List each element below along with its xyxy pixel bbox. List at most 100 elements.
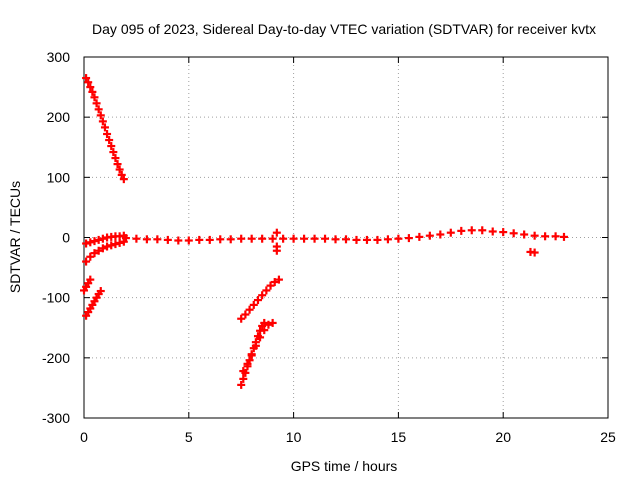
data-point bbox=[82, 74, 91, 83]
data-point bbox=[239, 367, 248, 376]
data-point bbox=[258, 291, 267, 300]
x-tick-label: 10 bbox=[286, 429, 302, 445]
x-axis: 0 5 10 15 20 25 bbox=[80, 57, 616, 445]
data-point bbox=[103, 130, 112, 139]
data-point bbox=[96, 111, 105, 120]
data-point bbox=[404, 234, 413, 243]
data-point bbox=[243, 359, 252, 368]
data-point bbox=[520, 230, 529, 239]
data-point bbox=[239, 374, 248, 383]
data-point bbox=[559, 232, 568, 241]
data-point bbox=[100, 123, 109, 132]
data-point bbox=[446, 228, 455, 237]
data-point bbox=[251, 341, 260, 350]
data-point bbox=[142, 235, 151, 244]
data-point bbox=[260, 326, 269, 335]
data-point bbox=[247, 234, 256, 243]
data-point bbox=[509, 229, 518, 238]
data-point bbox=[107, 142, 116, 151]
data-point bbox=[90, 93, 99, 102]
data-point bbox=[237, 380, 246, 389]
data-point bbox=[272, 228, 281, 237]
data-point bbox=[98, 244, 107, 253]
data-point bbox=[321, 234, 330, 243]
data-point bbox=[132, 234, 141, 243]
data-point bbox=[253, 296, 262, 305]
data-point bbox=[342, 235, 350, 244]
data-point bbox=[268, 234, 277, 243]
data-points bbox=[80, 74, 568, 389]
data-point bbox=[258, 234, 267, 243]
data-point bbox=[394, 234, 403, 243]
data-point bbox=[103, 242, 112, 251]
data-point bbox=[310, 234, 319, 243]
data-point bbox=[105, 136, 114, 145]
data-point bbox=[82, 239, 91, 248]
data-point bbox=[383, 235, 392, 244]
data-point bbox=[86, 238, 95, 247]
data-point bbox=[117, 170, 126, 179]
data-point bbox=[488, 227, 497, 236]
data-point bbox=[163, 235, 172, 244]
data-point bbox=[249, 300, 258, 309]
data-point bbox=[352, 235, 361, 244]
y-tick-label: 100 bbox=[47, 169, 71, 185]
data-point bbox=[94, 235, 103, 244]
data-point bbox=[184, 236, 193, 245]
data-point bbox=[82, 257, 91, 266]
data-point bbox=[331, 235, 340, 244]
data-point bbox=[153, 235, 162, 244]
data-point bbox=[115, 238, 124, 247]
data-point bbox=[226, 235, 235, 244]
data-point bbox=[96, 287, 105, 296]
x-tick-label: 25 bbox=[600, 429, 616, 445]
y-tick-label: 0 bbox=[62, 230, 70, 246]
y-axis-title: SDTVAR / TECUs bbox=[7, 181, 23, 293]
data-point bbox=[119, 175, 128, 184]
data-point bbox=[478, 226, 487, 235]
data-point bbox=[362, 235, 371, 244]
data-point bbox=[373, 235, 382, 244]
y-tick-label: -200 bbox=[42, 350, 70, 366]
data-point bbox=[272, 246, 281, 255]
x-tick-label: 5 bbox=[185, 429, 193, 445]
data-point bbox=[205, 235, 214, 244]
data-point bbox=[216, 235, 225, 244]
data-point bbox=[247, 351, 256, 360]
data-point bbox=[94, 246, 103, 255]
data-point bbox=[98, 117, 107, 126]
data-point bbox=[467, 226, 476, 235]
data-point bbox=[436, 230, 445, 239]
data-point bbox=[92, 99, 101, 108]
data-point bbox=[262, 286, 271, 295]
data-point bbox=[241, 310, 250, 319]
data-point bbox=[86, 275, 95, 284]
data-point bbox=[266, 281, 275, 290]
x-tick-label: 20 bbox=[495, 429, 511, 445]
data-point bbox=[551, 232, 560, 241]
y-tick-label: -100 bbox=[42, 290, 70, 306]
data-point bbox=[94, 105, 103, 114]
data-point bbox=[264, 320, 273, 329]
data-point bbox=[111, 240, 120, 249]
x-axis-title: GPS time / hours bbox=[291, 458, 398, 474]
data-point bbox=[415, 232, 424, 241]
y-tick-label: 200 bbox=[47, 109, 71, 125]
y-tick-label: -300 bbox=[42, 410, 70, 426]
data-point bbox=[300, 234, 309, 243]
data-point bbox=[98, 234, 107, 243]
data-point bbox=[174, 236, 183, 245]
data-point bbox=[274, 275, 283, 284]
data-point bbox=[270, 278, 279, 287]
data-point bbox=[425, 231, 434, 240]
data-point bbox=[530, 231, 539, 240]
chart-title: Day 095 of 2023, Sidereal Day-to-day VTE… bbox=[92, 21, 596, 37]
data-point bbox=[260, 318, 269, 327]
data-point bbox=[195, 235, 204, 244]
data-point bbox=[109, 148, 118, 157]
data-point bbox=[499, 228, 508, 237]
data-point bbox=[86, 252, 95, 261]
data-point bbox=[113, 160, 122, 169]
data-point bbox=[90, 249, 99, 258]
